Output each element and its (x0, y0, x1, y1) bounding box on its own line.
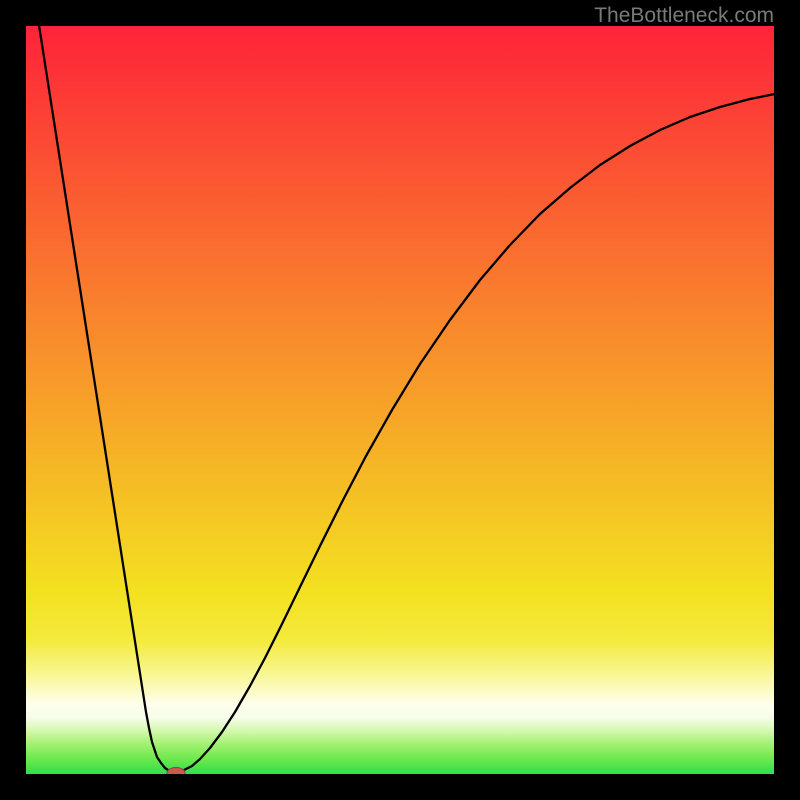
watermark-text: TheBottleneck.com (594, 4, 774, 28)
bottleneck-chart (0, 0, 800, 800)
plot-background (0, 0, 800, 800)
